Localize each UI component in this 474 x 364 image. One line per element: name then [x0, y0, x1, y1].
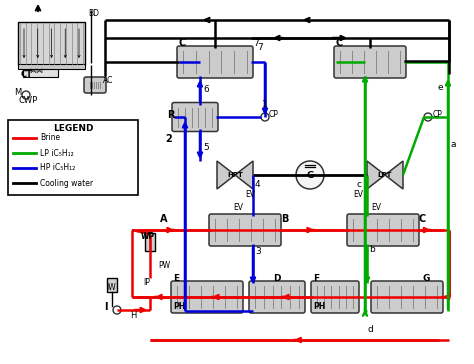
FancyBboxPatch shape — [371, 281, 443, 313]
FancyBboxPatch shape — [177, 46, 253, 78]
Text: LPT: LPT — [378, 172, 392, 178]
Text: B: B — [281, 214, 288, 224]
Polygon shape — [217, 161, 253, 189]
Text: F: F — [313, 274, 319, 283]
Text: LP iC₅H₁₂: LP iC₅H₁₂ — [40, 149, 74, 158]
Circle shape — [424, 113, 432, 121]
Text: 5: 5 — [203, 143, 209, 152]
Text: CWP: CWP — [18, 96, 37, 105]
FancyBboxPatch shape — [84, 77, 106, 93]
Text: E: E — [173, 274, 179, 283]
Text: 2: 2 — [165, 134, 172, 144]
Text: IP: IP — [143, 278, 150, 287]
Text: C: C — [179, 38, 186, 48]
Text: 3: 3 — [255, 247, 261, 256]
Text: M: M — [14, 88, 21, 97]
Text: e: e — [438, 83, 444, 92]
Text: EV: EV — [371, 203, 381, 212]
Text: 7: 7 — [257, 43, 263, 52]
Text: H: H — [130, 311, 137, 320]
Text: IW: IW — [106, 283, 116, 292]
FancyBboxPatch shape — [172, 103, 218, 131]
Text: c: c — [357, 180, 362, 189]
Text: 4: 4 — [255, 180, 261, 189]
FancyBboxPatch shape — [311, 281, 359, 313]
Text: I: I — [104, 302, 108, 312]
Text: 7: 7 — [253, 39, 259, 48]
Text: D: D — [273, 274, 281, 283]
Text: AC: AC — [103, 76, 113, 85]
Circle shape — [22, 91, 30, 99]
FancyBboxPatch shape — [347, 214, 419, 246]
Text: R: R — [167, 110, 174, 120]
Text: EV: EV — [245, 190, 255, 199]
Text: HPT: HPT — [227, 172, 243, 178]
Text: C: C — [336, 38, 343, 48]
Bar — [8, 120, 138, 195]
Text: G: G — [306, 170, 314, 179]
Text: 1: 1 — [262, 100, 268, 109]
Circle shape — [261, 113, 269, 121]
Text: HP iC₅H₁₂: HP iC₅H₁₂ — [40, 163, 75, 173]
Bar — [18, 64, 85, 69]
Text: b: b — [369, 245, 375, 254]
Text: G: G — [423, 274, 430, 283]
Text: WP: WP — [141, 232, 155, 241]
Text: Cooling water: Cooling water — [40, 178, 93, 187]
Bar — [107, 278, 117, 292]
Text: d: d — [368, 325, 374, 334]
FancyBboxPatch shape — [334, 46, 406, 78]
Text: ⋈⋈: ⋈⋈ — [29, 68, 43, 74]
Text: 6: 6 — [203, 85, 209, 94]
Text: CT: CT — [21, 70, 33, 79]
Text: PW: PW — [158, 261, 170, 270]
Circle shape — [296, 161, 324, 189]
Text: A: A — [160, 214, 167, 224]
Text: PH: PH — [313, 302, 325, 311]
Polygon shape — [367, 161, 403, 189]
Text: C: C — [419, 214, 426, 224]
Bar — [18, 22, 85, 65]
Text: LEGEND: LEGEND — [53, 124, 93, 133]
Text: PH: PH — [173, 302, 185, 311]
Text: CP: CP — [433, 110, 443, 119]
FancyBboxPatch shape — [209, 214, 281, 246]
Text: CP: CP — [269, 110, 279, 119]
Bar — [145, 233, 155, 251]
FancyBboxPatch shape — [249, 281, 305, 313]
FancyBboxPatch shape — [171, 281, 243, 313]
Bar — [23, 65, 58, 77]
Text: EV: EV — [353, 190, 363, 199]
Circle shape — [113, 306, 121, 314]
Text: BD: BD — [88, 9, 99, 18]
Text: EV: EV — [233, 203, 243, 212]
Text: a: a — [451, 140, 456, 149]
Text: Brine: Brine — [40, 134, 60, 142]
